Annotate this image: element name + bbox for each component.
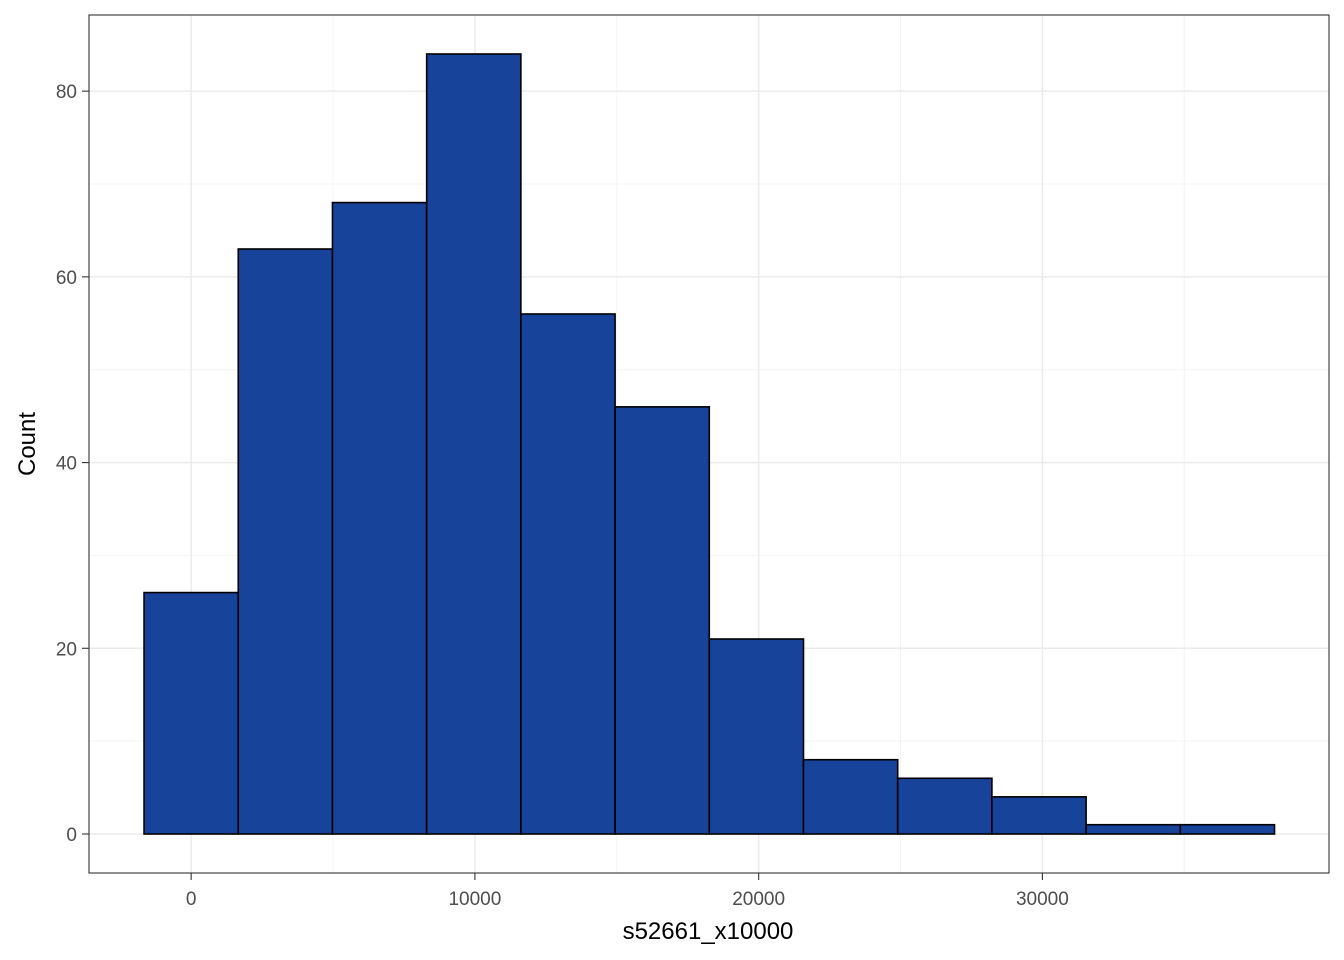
histogram-bar [708,638,805,835]
histogram-bar [425,53,522,835]
histogram-bar [143,591,240,835]
x-axis-title: s52661_x10000 [623,918,794,945]
histogram-bar [991,796,1087,835]
histogram-bar [896,777,993,835]
histogram-bar [1179,823,1276,835]
y-axis-title: Count [14,412,41,476]
histogram-bar [520,313,616,835]
y-tick-label: 0 [66,825,77,846]
y-tick-label: 80 [56,82,77,103]
y-tick-label: 40 [56,454,77,475]
histogram-bar [802,758,899,835]
y-tick-label: 60 [56,268,77,289]
histogram-bar [614,406,711,835]
x-tick-label: 10000 [448,889,501,910]
x-tick-label: 30000 [1016,889,1069,910]
panel-border [88,14,1330,874]
x-tick-label: 0 [186,889,197,910]
x-tick-label: 20000 [732,889,785,910]
histogram-bar [237,248,334,835]
y-axis: 0 20 40 60 80 [56,82,89,846]
histogram-bar [331,201,428,835]
histogram-bars [143,53,1276,835]
y-tick-label: 20 [56,639,77,660]
x-axis: 0 10000 20000 30000 [186,873,1069,910]
histogram-bar [1085,823,1182,835]
